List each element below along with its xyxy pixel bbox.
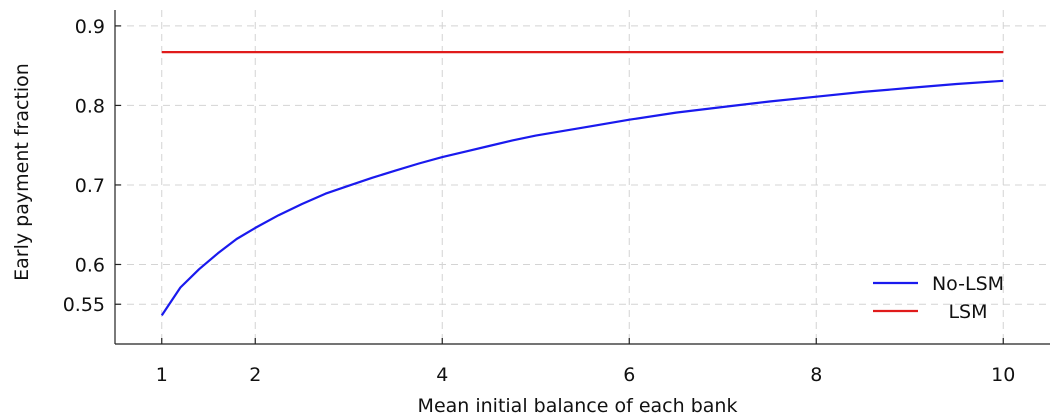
y-tick-label: 0.8: [75, 95, 105, 117]
x-tick-label: 2: [249, 364, 261, 386]
axes: [114, 10, 1050, 345]
y-tick-label: 0.55: [63, 294, 105, 316]
series-group: [160, 50, 1004, 317]
legend-label-no-lsm: No-LSM: [932, 273, 1004, 295]
x-axis-label: Mean initial balance of each bank: [418, 395, 738, 413]
ticks: 1 2 4 6 8 10 0.55 0.6 0.7 0.8 0.9: [63, 16, 1016, 386]
legend: No-LSM LSM: [873, 273, 1004, 323]
y-tick-label: 0.6: [75, 254, 105, 276]
series-line-no-lsm: [160, 79, 1004, 317]
x-tick-label: 6: [623, 364, 635, 386]
x-tick-label: 10: [991, 364, 1015, 386]
y-axis-label: Early payment fraction: [11, 63, 33, 281]
y-tick-label: 0.7: [75, 175, 105, 197]
y-tick-label: 0.9: [75, 16, 105, 38]
grid: [115, 10, 1050, 344]
x-tick-label: 4: [436, 364, 448, 386]
x-tick-label: 1: [156, 364, 168, 386]
legend-label-lsm: LSM: [948, 301, 987, 323]
x-tick-label: 8: [810, 364, 822, 386]
